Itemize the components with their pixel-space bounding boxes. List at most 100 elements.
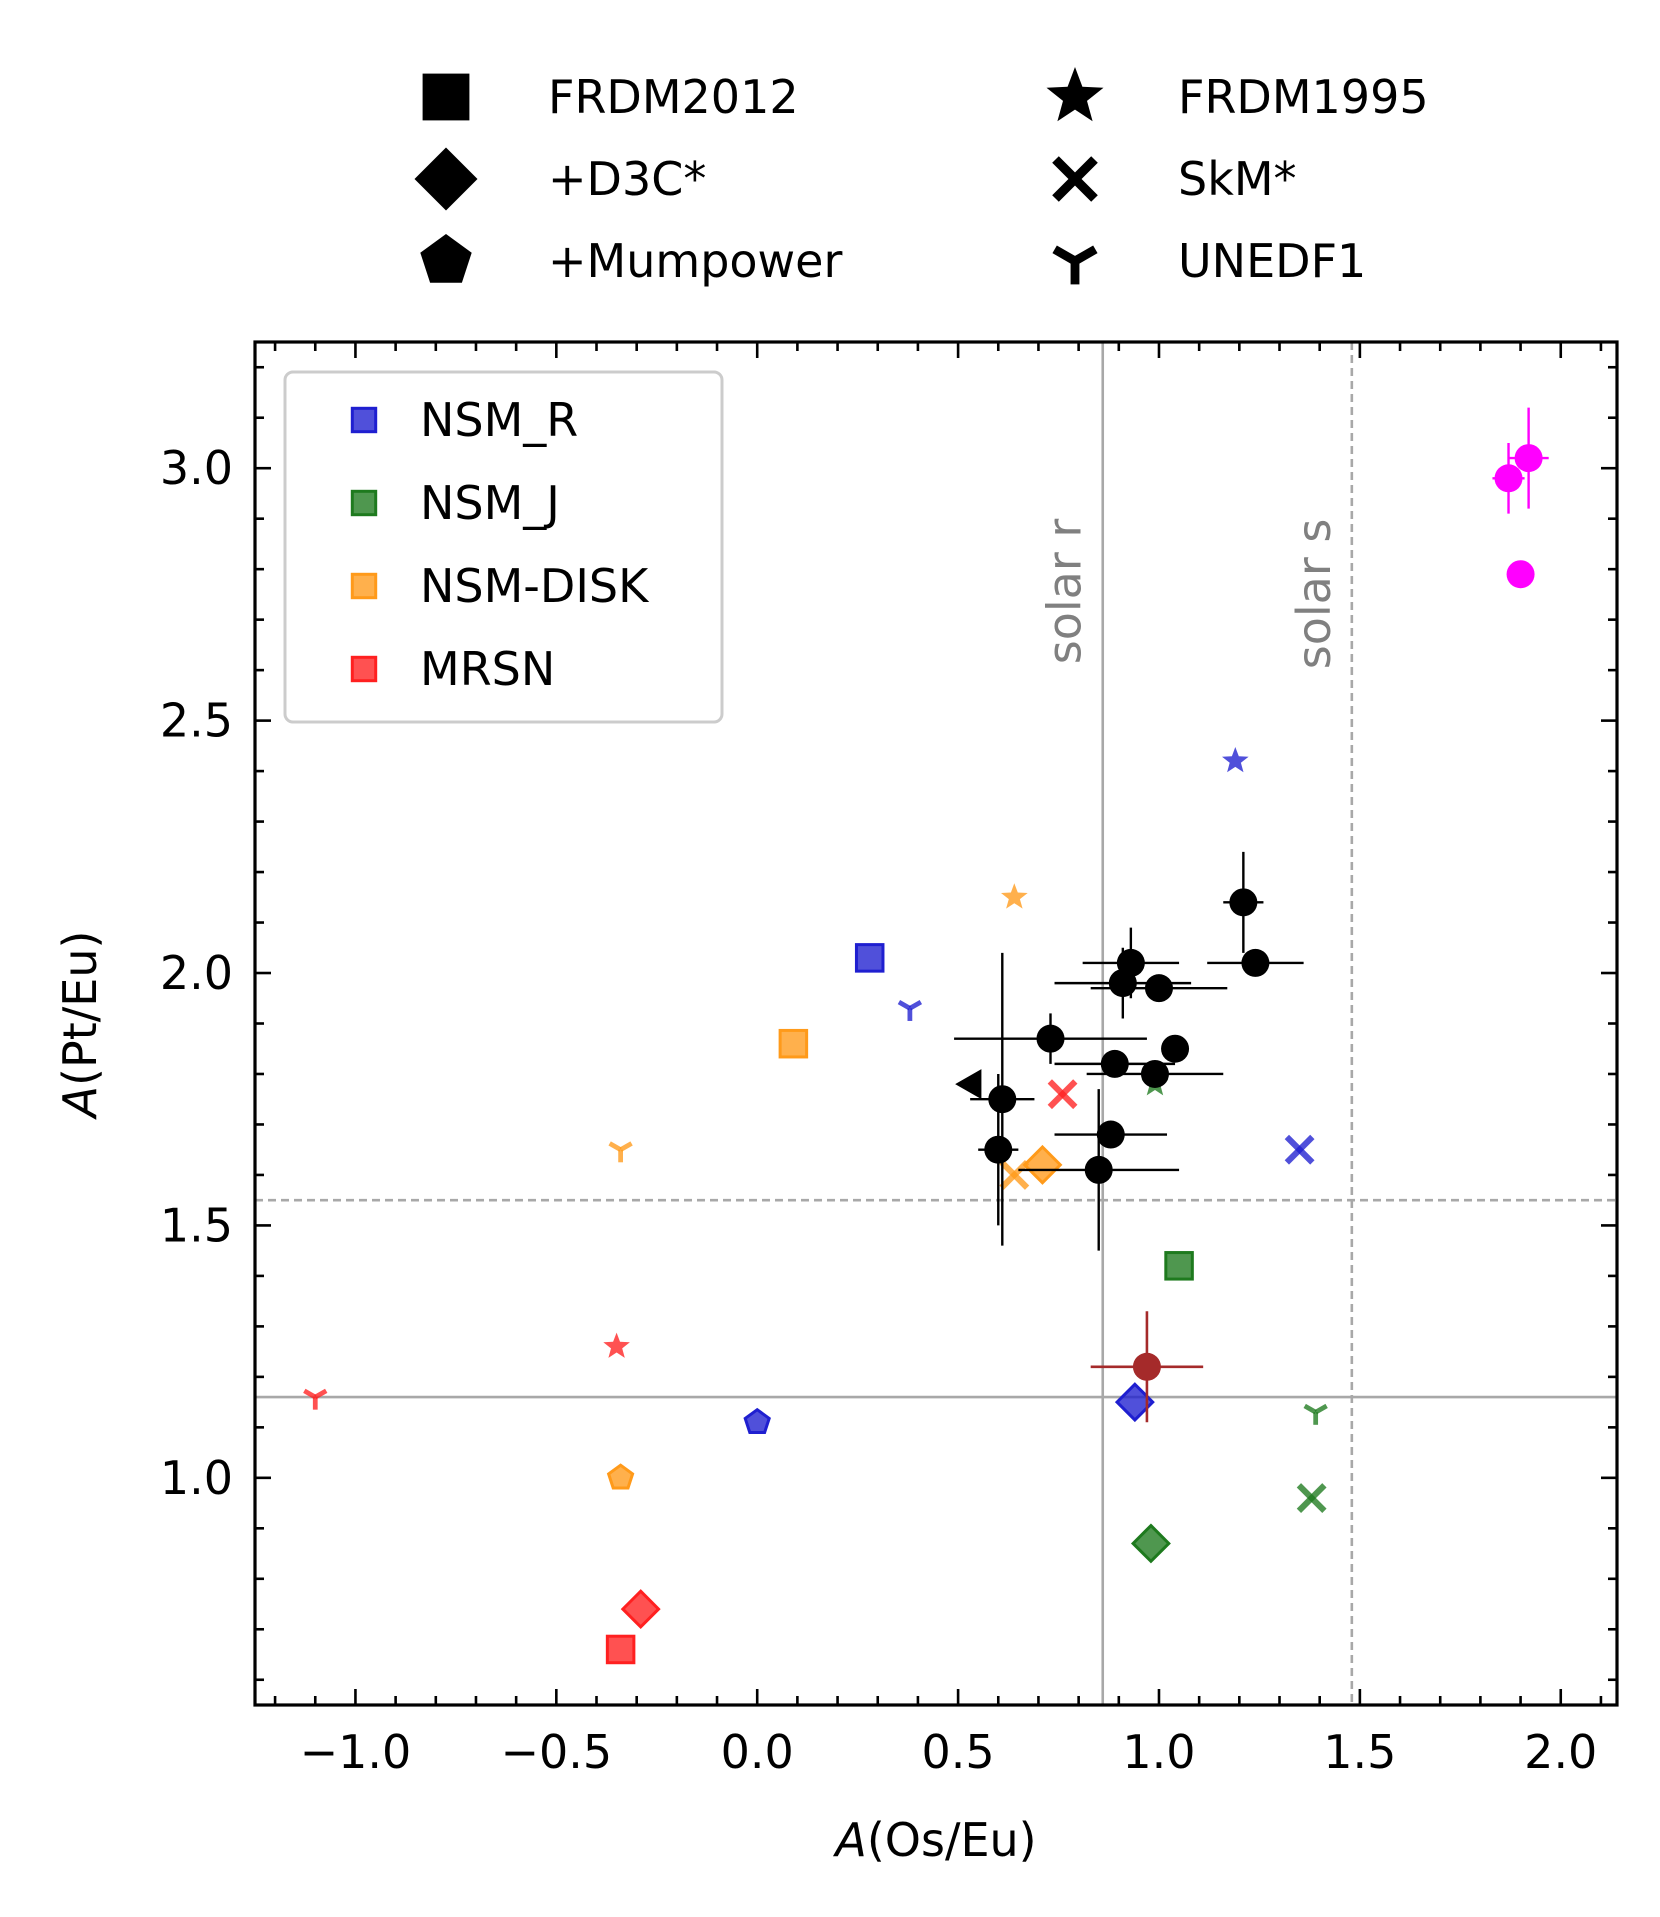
point-nsm-r-pentagon-shape (743, 1407, 771, 1434)
observation-black-3-dot (1144, 974, 1173, 1003)
point-mrsn-tri-arm-left (303, 1388, 317, 1400)
point-nsm-r-square (854, 943, 885, 973)
legend-label-nsm-disk: NSM-DISK (420, 559, 650, 613)
point-nsm-j-square-shape (1164, 1251, 1194, 1281)
x-tick-label: 0.0 (721, 1725, 794, 1779)
observation-black-4 (1223, 851, 1264, 953)
point-nsm-j-tri-arm-left (1303, 1403, 1317, 1415)
observation-black-12-dot (1096, 1120, 1125, 1149)
legend-marker-pentagon-shape (420, 234, 472, 283)
legend-label-tri: UNEDF1 (1178, 234, 1366, 288)
legend-swatch-nsm-disk-shape (350, 572, 378, 600)
point-nsm-r-tri-arm-left (897, 999, 912, 1011)
legend-label-x: SkM* (1178, 152, 1297, 206)
x-tick-label: 0.5 (922, 1725, 995, 1779)
legend-marker-tri-arm-right (1072, 245, 1098, 265)
observation-black-4-dot (1229, 888, 1258, 917)
legend-marker-diamond-shape (414, 147, 478, 211)
y-tick-label: 2.5 (160, 694, 233, 748)
observation-black-11 (978, 1073, 1019, 1226)
legend-marker-star-shape (1046, 67, 1104, 122)
observation-magenta-1 (1492, 442, 1525, 514)
point-nsm-disk-x-stroke-b (999, 1160, 1030, 1190)
point-nsm-j-x (1296, 1483, 1327, 1513)
point-nsm-disk-tri-arm-left (608, 1141, 622, 1152)
x-tick-label: 2.0 (1524, 1725, 1597, 1779)
legend-marker-diamond (414, 147, 478, 211)
observation-magenta-2 (1508, 407, 1549, 509)
observation-magenta-3 (1506, 560, 1535, 589)
point-nsm-r-star-shape (1222, 747, 1249, 773)
legend-marker-pentagon (420, 234, 472, 283)
x-tick-label: 1.5 (1323, 1725, 1396, 1779)
legend-swatch-nsm-j (350, 489, 378, 517)
point-nsm-disk-diamond-shape (1022, 1144, 1063, 1185)
point-mrsn-x-stroke-b (1047, 1079, 1078, 1110)
legend-label-star: FRDM1995 (1178, 70, 1429, 124)
legend-label-nsm-r: NSM_R (420, 393, 578, 447)
observation-black-8-dot (1161, 1034, 1190, 1063)
solar-s-vertical-label: solar s (1287, 519, 1341, 670)
observation-magenta-3-dot (1506, 560, 1535, 589)
point-nsm-disk-pentagon (606, 1463, 635, 1490)
point-nsm-disk-x (999, 1160, 1030, 1190)
legend-marker-square (422, 73, 470, 121)
point-nsm-disk-star-shape (1001, 883, 1028, 909)
point-nsm-j-diamond (1130, 1523, 1171, 1564)
point-mrsn-tri-arm-right (314, 1388, 328, 1400)
point-mrsn-square (605, 1634, 636, 1665)
observation-magenta-1-dot (1494, 464, 1523, 493)
observation-black-13-dot (1084, 1155, 1113, 1184)
series-legend-box (283, 370, 724, 724)
point-nsm-disk-star (1001, 883, 1028, 909)
solar-r-vertical-label: solar r (1038, 519, 1092, 665)
point-mrsn-star (603, 1332, 630, 1358)
point-nsm-j-diamond-shape (1130, 1523, 1171, 1564)
legend-label-square: FRDM2012 (548, 70, 799, 124)
observation-black-10 (970, 952, 1035, 1246)
legend-marker-x-stroke-b (1052, 156, 1098, 202)
point-mrsn-tri (303, 1388, 328, 1410)
observation-black-9-dot (1140, 1059, 1169, 1088)
point-nsm-j-square (1164, 1251, 1194, 1281)
point-nsm-r-tri-arm-right (908, 999, 923, 1011)
observation-black-13 (1018, 1089, 1180, 1251)
observation-limit-triangle (955, 1069, 982, 1100)
point-nsm-r-x (1284, 1134, 1315, 1165)
point-nsm-disk-square-shape (778, 1028, 809, 1059)
observation-black-5-dot (1241, 948, 1270, 977)
legend-marker-tri-arm-left (1052, 245, 1078, 265)
x-axis-label: A(Os/Eu) (832, 1813, 1036, 1867)
point-mrsn-diamond-shape (620, 1589, 661, 1630)
plot-area: solar r solar s (255, 342, 1617, 1705)
legend-label-diamond: +D3C* (548, 152, 706, 206)
legend-swatch-mrsn-shape (350, 655, 378, 683)
legend-swatch-mrsn (350, 655, 378, 683)
point-nsm-r-x-stroke-b (1284, 1134, 1315, 1165)
observation-black-2-dot (1108, 969, 1137, 998)
legend-label-nsm-j: NSM_J (420, 476, 560, 530)
point-nsm-j-tri (1303, 1403, 1328, 1425)
point-nsm-j-x-stroke-b (1296, 1483, 1327, 1513)
point-mrsn-square-shape (605, 1634, 636, 1665)
observation-black-7-dot (1100, 1049, 1129, 1078)
legend-marker-star (1046, 67, 1104, 122)
y-tick-label: 3.0 (160, 441, 233, 495)
marker-legend: FRDM2012 +D3C* +Mumpower FRDM1995 SkM* UNEDF1 (414, 67, 1429, 288)
observation-black-5 (1207, 948, 1304, 977)
point-mrsn-diamond (620, 1589, 661, 1630)
observation-black-12 (1054, 1120, 1168, 1149)
observation-black-6 (954, 1013, 1147, 1064)
observation-black-9 (1086, 1059, 1224, 1088)
legend-marker-x (1052, 156, 1098, 202)
x-tick-label: −0.5 (500, 1725, 612, 1779)
point-nsm-disk-diamond (1022, 1144, 1063, 1185)
point-nsm-disk-tri-arm-right (619, 1141, 633, 1152)
x-tick-label: −1.0 (300, 1725, 412, 1779)
legend-label-mrsn: MRSN (420, 642, 555, 696)
legend-swatch-nsm-j-shape (350, 489, 378, 517)
point-nsm-disk-tri (608, 1141, 633, 1163)
observation-black-8 (1161, 1034, 1190, 1063)
point-nsm-r-tri (897, 999, 923, 1021)
